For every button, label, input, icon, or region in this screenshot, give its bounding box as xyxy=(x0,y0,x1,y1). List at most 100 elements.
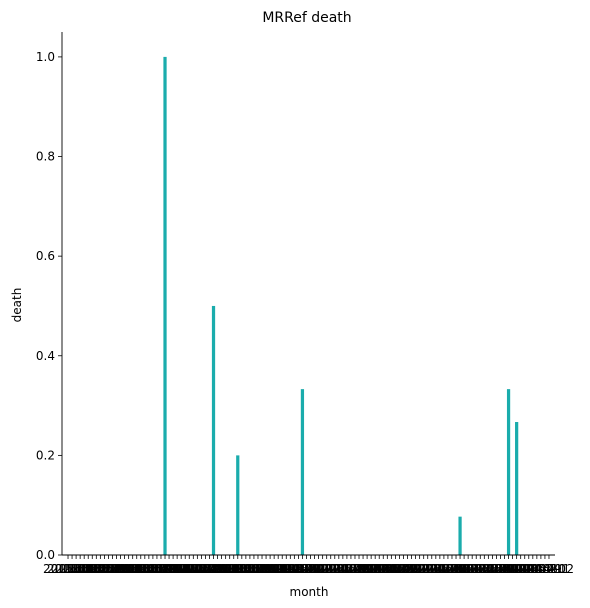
x-tick-label: 2022-02 xyxy=(386,562,436,576)
x-tick-label: 2022-07 xyxy=(407,562,457,576)
x-tick-label: 2018-07 xyxy=(213,562,263,576)
bar xyxy=(163,56,167,556)
x-tick-label: 2024-10 xyxy=(516,562,566,576)
x-tick-label: 2024-05 xyxy=(496,562,546,576)
x-tick-label: 2015-09 xyxy=(75,562,125,576)
x-tick-label: 2017-10 xyxy=(176,562,226,576)
x-tick-label: 2023-09 xyxy=(463,562,513,576)
x-tick-label: 2019-11 xyxy=(277,562,327,576)
x-tick-label: 2019-03 xyxy=(245,562,295,576)
x-tick-label: 2020-12 xyxy=(330,562,380,576)
bar xyxy=(515,422,519,555)
x-tick-label: 2015-06 xyxy=(63,562,113,576)
x-tick-label: 2018-08 xyxy=(217,562,267,576)
x-tick-label: 2017-11 xyxy=(180,562,230,576)
x-axis-label: month xyxy=(290,585,329,599)
x-tick-label: 2024-09 xyxy=(512,562,562,576)
x-axis-ticks: 2015-012015-022015-032015-042015-052015-… xyxy=(43,555,574,576)
x-tick-label: 2024-03 xyxy=(488,562,538,576)
x-tick-label: 2023-02 xyxy=(435,562,485,576)
x-tick-label: 2023-03 xyxy=(439,562,489,576)
x-tick-label: 2023-05 xyxy=(447,562,497,576)
x-tick-label: 2024-12 xyxy=(524,562,574,576)
x-tick-label: 2016-09 xyxy=(124,562,174,576)
x-tick-label: 2020-11 xyxy=(326,562,376,576)
x-tick-label: 2016-11 xyxy=(132,562,182,576)
x-tick-label: 2022-06 xyxy=(403,562,453,576)
x-tick-label: 2019-10 xyxy=(273,562,323,576)
x-tick-label: 2016-05 xyxy=(108,562,158,576)
x-tick-label: 2024-08 xyxy=(508,562,558,576)
bar xyxy=(236,455,240,555)
x-tick-label: 2024-04 xyxy=(492,562,542,576)
x-tick-label: 2016-12 xyxy=(136,562,186,576)
x-tick-label: 2017-12 xyxy=(184,562,234,576)
x-tick-label: 2017-05 xyxy=(156,562,206,576)
x-tick-label: 2021-12 xyxy=(378,562,428,576)
x-tick-label: 2015-08 xyxy=(71,562,121,576)
x-tick-label: 2018-12 xyxy=(233,562,283,576)
x-tick-label: 2015-02 xyxy=(47,562,97,576)
x-tick-label: 2019-07 xyxy=(261,562,311,576)
x-tick-label: 2019-05 xyxy=(253,562,303,576)
x-tick-label: 2017-02 xyxy=(144,562,194,576)
x-tick-label: 2018-02 xyxy=(192,562,242,576)
y-tick-label: 0.2 xyxy=(36,448,55,462)
bar xyxy=(506,389,511,555)
x-tick-label: 2022-08 xyxy=(411,562,461,576)
x-tick-label: 2023-11 xyxy=(471,562,521,576)
x-tick-label: 2016-06 xyxy=(112,562,162,576)
x-tick-label: 2022-04 xyxy=(395,562,445,576)
bar-series xyxy=(163,56,519,556)
x-tick-label: 2021-08 xyxy=(362,562,412,576)
x-tick-label: 2021-06 xyxy=(354,562,404,576)
x-tick-label: 2020-06 xyxy=(306,562,356,576)
y-tick-label: 1.0 xyxy=(36,50,55,64)
x-tick-label: 2018-05 xyxy=(205,562,255,576)
x-tick-label: 2019-02 xyxy=(241,562,291,576)
x-tick-label: 2020-05 xyxy=(302,562,352,576)
x-tick-label: 2023-12 xyxy=(475,562,525,576)
bar xyxy=(458,516,462,555)
x-tick-label: 2017-04 xyxy=(152,562,202,576)
x-tick-label: 2016-04 xyxy=(104,562,154,576)
x-tick-label: 2018-04 xyxy=(201,562,251,576)
x-tick-label: 2023-08 xyxy=(459,562,509,576)
x-tick-label: 2021-03 xyxy=(342,562,392,576)
x-tick-label: 2021-10 xyxy=(370,562,420,576)
x-tick-label: 2016-01 xyxy=(91,562,141,576)
x-tick-label: 2017-09 xyxy=(172,562,222,576)
x-tick-label: 2015-07 xyxy=(67,562,117,576)
x-tick-label: 2016-03 xyxy=(100,562,150,576)
x-tick-label: 2020-03 xyxy=(294,562,344,576)
x-tick-label: 2021-07 xyxy=(358,562,408,576)
y-tick-label: 0.0 xyxy=(36,548,55,562)
x-tick-label: 2015-12 xyxy=(87,562,137,576)
x-tick-label: 2015-10 xyxy=(79,562,129,576)
x-tick-label: 2020-09 xyxy=(318,562,368,576)
x-tick-label: 2023-07 xyxy=(455,562,505,576)
x-tick-label: 2018-01 xyxy=(188,562,238,576)
x-tick-label: 2021-05 xyxy=(350,562,400,576)
x-tick-label: 2018-06 xyxy=(209,562,259,576)
y-tick-label: 0.6 xyxy=(36,249,55,263)
x-tick-label: 2017-07 xyxy=(164,562,214,576)
x-tick-label: 2022-05 xyxy=(399,562,449,576)
x-tick-label: 2023-10 xyxy=(467,562,517,576)
y-tick-label: 0.4 xyxy=(36,349,55,363)
x-tick-label: 2016-08 xyxy=(120,562,170,576)
y-axis-ticks: 0.0 0.2 0.4 0.6 0.8 1.0 xyxy=(36,50,62,562)
bar xyxy=(211,305,216,555)
x-tick-label: 2024-06 xyxy=(500,562,550,576)
x-tick-label: 2019-08 xyxy=(265,562,315,576)
x-tick-label: 2019-12 xyxy=(281,562,331,576)
x-tick-label: 2022-01 xyxy=(382,562,432,576)
x-tick-label: 2022-11 xyxy=(423,562,473,576)
x-tick-label: 2017-03 xyxy=(148,562,198,576)
x-tick-label: 2021-01 xyxy=(334,562,384,576)
x-tick-label: 2022-09 xyxy=(415,562,465,576)
x-tick-label: 2024-02 xyxy=(483,562,533,576)
x-tick-label: 2017-01 xyxy=(140,562,190,576)
x-tick-label: 2018-10 xyxy=(225,562,275,576)
